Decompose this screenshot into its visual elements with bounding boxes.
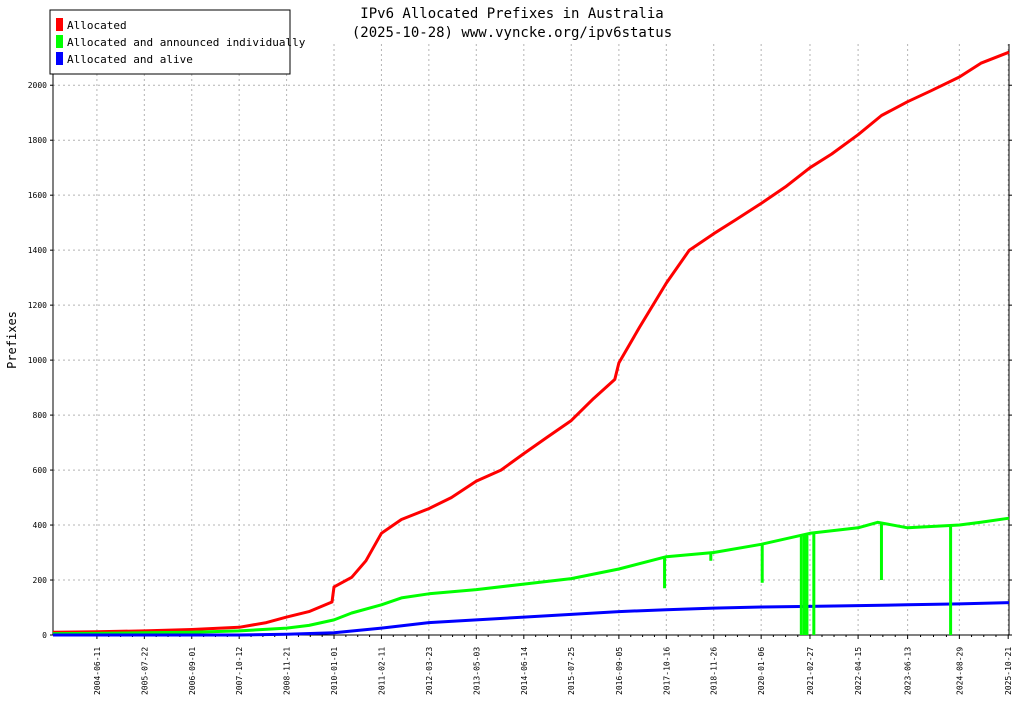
- y-axis-label: Prefixes: [5, 311, 19, 369]
- x-tick-label: 2023-06-13: [904, 647, 913, 695]
- gridlines: [53, 44, 1009, 635]
- legend-swatch: [56, 18, 63, 31]
- series-group: [52, 50, 1010, 637]
- y-tick-label: 1000: [28, 356, 47, 365]
- x-tick-label: 2007-10-12: [235, 647, 244, 695]
- y-tick-label: 1200: [28, 301, 47, 310]
- x-tick-label: 2024-08-29: [955, 647, 964, 695]
- y-tick-label: 1400: [28, 246, 47, 255]
- y-tick-label: 800: [33, 411, 48, 420]
- x-tick-label: 2015-07-25: [567, 647, 576, 695]
- y-tick-label: 1800: [28, 136, 47, 145]
- x-tick-label: 2020-01-06: [757, 647, 766, 695]
- y-tick-label: 2000: [28, 81, 47, 90]
- chart-subtitle: (2025-10-28) www.vyncke.org/ipv6status: [352, 25, 672, 41]
- y-tick-label: 400: [33, 521, 48, 530]
- legend-label: Allocated and alive: [67, 53, 193, 66]
- x-tick-label: 2011-02-11: [377, 647, 386, 695]
- legend: Allocated Allocated and announced individ…: [49, 9, 306, 75]
- y-tick-label: 200: [33, 576, 48, 585]
- legend-label: Allocated and announced individually: [67, 36, 306, 49]
- legend-swatch: [56, 35, 63, 48]
- x-tick-label: 2004-06-11: [93, 647, 102, 695]
- x-tick-label: 2014-06-14: [520, 647, 529, 695]
- x-tick-label: 2018-11-26: [710, 647, 719, 695]
- x-tick-label: 2021-02-27: [806, 647, 815, 695]
- chart-title: IPv6 Allocated Prefixes in Australia: [360, 6, 663, 22]
- legend-box: [49, 9, 291, 75]
- x-tick-label: 2016-09-05: [615, 647, 624, 695]
- legend-label: Allocated: [67, 19, 127, 32]
- series-line-allocated: [52, 50, 1010, 634]
- series-line-alive: [53, 601, 1010, 637]
- y-tick-label: 0: [42, 631, 47, 640]
- x-tick-label: 2013-05-03: [472, 647, 481, 695]
- x-tick-label: 2006-09-01: [188, 647, 197, 695]
- y-tick-label: 600: [33, 466, 48, 475]
- series-line-announced: [52, 516, 1010, 636]
- x-tick-label: 2005-07-22: [140, 647, 149, 695]
- x-tick-label: 2012-03-23: [425, 647, 434, 695]
- x-tick-label: 2010-01-01: [330, 647, 339, 695]
- legend-swatch: [56, 52, 63, 65]
- x-tick-label: 2008-11-21: [283, 647, 292, 695]
- x-tick-label: 2017-10-16: [662, 647, 671, 695]
- y-tick-label: 1600: [28, 191, 47, 200]
- x-tick-label: 2025-10-21: [1004, 647, 1013, 695]
- x-tick-label: 2022-04-15: [854, 647, 863, 695]
